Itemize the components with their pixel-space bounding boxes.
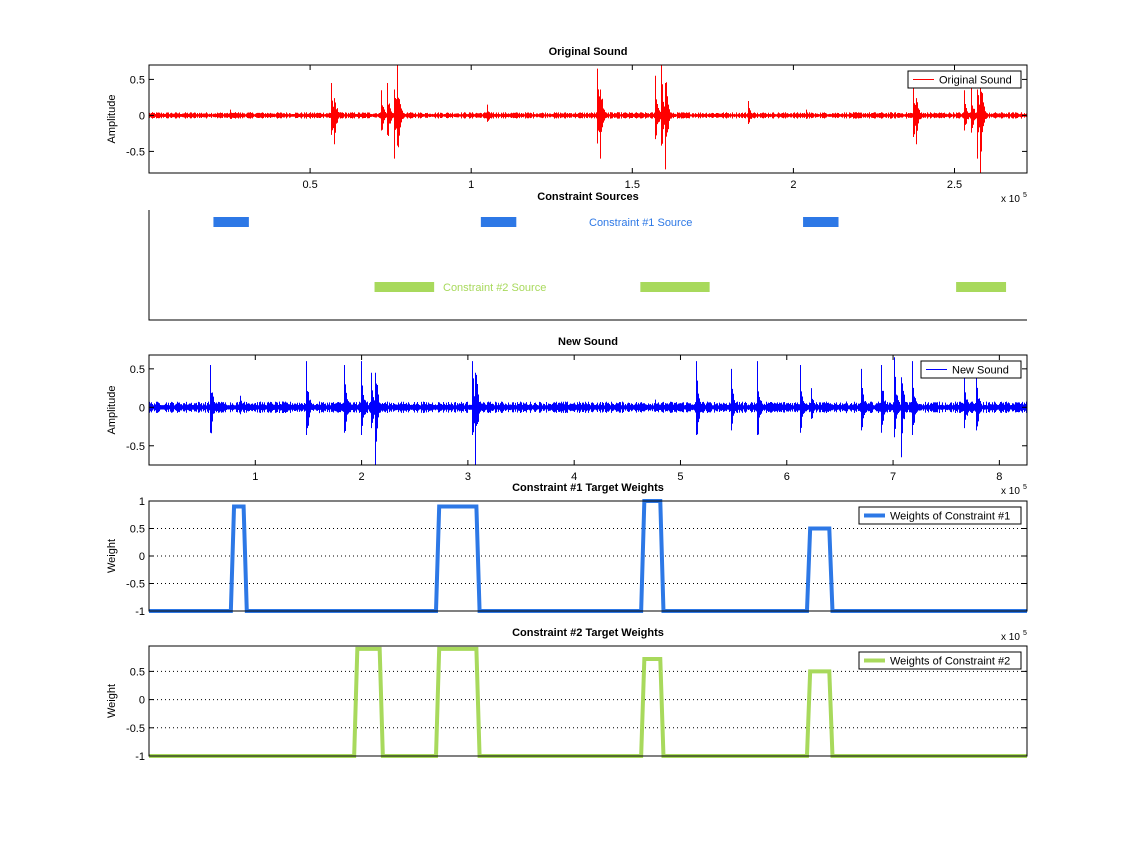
legend: New Sound bbox=[920, 360, 1022, 379]
y-tick-label: 0 bbox=[139, 110, 145, 122]
x-tick-label: 4 bbox=[571, 471, 577, 483]
y-tick-label: 0 bbox=[139, 402, 145, 414]
x-exponent-power: 5 bbox=[1023, 630, 1027, 637]
source-interval-bar bbox=[374, 282, 435, 292]
axes-frame bbox=[148, 354, 1028, 466]
x-tick-label: 2 bbox=[359, 471, 365, 483]
legend-label: Original Sound bbox=[939, 75, 1012, 87]
y-tick-label: 0.5 bbox=[130, 74, 145, 86]
y-tick-label: 0.5 bbox=[130, 524, 145, 536]
panel-1: Original Sound 0.5 0 -0.5 0.5 1 1.5 2 2.5 Amplitu… bbox=[106, 46, 1028, 205]
x-tick-label: 8 bbox=[996, 471, 1002, 483]
source-interval-bar bbox=[803, 217, 839, 227]
source-interval-bar bbox=[956, 282, 1007, 292]
legend: Weights of Constraint #2 bbox=[858, 651, 1022, 670]
panel-2: Constraint Sources Constraint #1 Source Co… bbox=[148, 191, 1027, 321]
axes-frame bbox=[148, 64, 1028, 174]
y-tick-label: -0.5 bbox=[126, 441, 145, 453]
panel-title: Constraint #2 Target Weights bbox=[512, 627, 664, 639]
panel-5: Constraint #2 Target Weights 0.5 0 -0.5 -1 We… bbox=[106, 627, 1028, 763]
panel-title: New Sound bbox=[558, 336, 618, 348]
panel-title: Original Sound bbox=[549, 46, 628, 58]
x-tick-label: 2.5 bbox=[947, 179, 962, 191]
x-tick-label: 7 bbox=[890, 471, 896, 483]
y-tick-label: 0.5 bbox=[130, 666, 145, 678]
x-tick-label: 2 bbox=[790, 179, 796, 191]
source-label: Constraint #2 Source bbox=[443, 282, 546, 294]
waveform-series bbox=[149, 65, 1027, 173]
x-exponent-power: 5 bbox=[1023, 484, 1027, 491]
source-interval-bar bbox=[640, 282, 710, 292]
waveform-series bbox=[149, 357, 1027, 465]
x-exponent: x 10 bbox=[1001, 194, 1020, 205]
y-axis-label: Amplitude bbox=[106, 386, 118, 435]
legend-box bbox=[858, 651, 1022, 670]
y-tick-label: -0.5 bbox=[126, 146, 145, 158]
x-tick-label: 1 bbox=[468, 179, 474, 191]
y-tick-label: 0 bbox=[139, 551, 145, 563]
axes-frame bbox=[148, 210, 1027, 321]
y-tick-label: 0 bbox=[139, 695, 145, 707]
legend-box bbox=[858, 506, 1022, 525]
legend-box bbox=[907, 70, 1022, 89]
y-tick-label: -0.5 bbox=[126, 723, 145, 735]
x-tick-label: 5 bbox=[677, 471, 683, 483]
y-tick-label: -1 bbox=[135, 606, 145, 618]
y-axis-label: Weight bbox=[106, 684, 118, 718]
x-tick-label: 0.5 bbox=[302, 179, 317, 191]
y-tick-label: -1 bbox=[135, 751, 145, 763]
x-exponent: x 10 bbox=[1001, 486, 1020, 497]
x-exponent: x 10 bbox=[1001, 632, 1020, 643]
x-tick-label: 6 bbox=[784, 471, 790, 483]
x-exponent-power: 5 bbox=[1023, 192, 1027, 199]
x-tick-label: 3 bbox=[465, 471, 471, 483]
y-axis-label: Weight bbox=[106, 539, 118, 573]
y-tick-label: 1 bbox=[139, 496, 145, 508]
panel-title: Constraint Sources bbox=[537, 191, 638, 203]
y-axis-label: Amplitude bbox=[106, 95, 118, 144]
y-tick-label: 0.5 bbox=[130, 364, 145, 376]
panel-4: Constraint #1 Target Weights 1 0.5 0 -0.5 -1 W… bbox=[106, 482, 1028, 643]
x-tick-label: 1 bbox=[252, 471, 258, 483]
axes-frame bbox=[148, 645, 1028, 757]
y-tick-label: -0.5 bbox=[126, 579, 145, 591]
legend-label: Weights of Constraint #2 bbox=[890, 656, 1010, 668]
source-label: Constraint #1 Source bbox=[589, 217, 692, 229]
legend-label: Weights of Constraint #1 bbox=[890, 511, 1010, 523]
legend: Weights of Constraint #1 bbox=[858, 506, 1022, 525]
source-interval-bar bbox=[213, 217, 249, 227]
panel-title: Constraint #1 Target Weights bbox=[512, 482, 664, 494]
source-interval-bar bbox=[480, 217, 517, 227]
x-tick-label: 1.5 bbox=[625, 179, 640, 191]
legend-box bbox=[920, 360, 1022, 379]
legend-label: New Sound bbox=[952, 365, 1009, 377]
legend: Original Sound bbox=[907, 70, 1022, 89]
